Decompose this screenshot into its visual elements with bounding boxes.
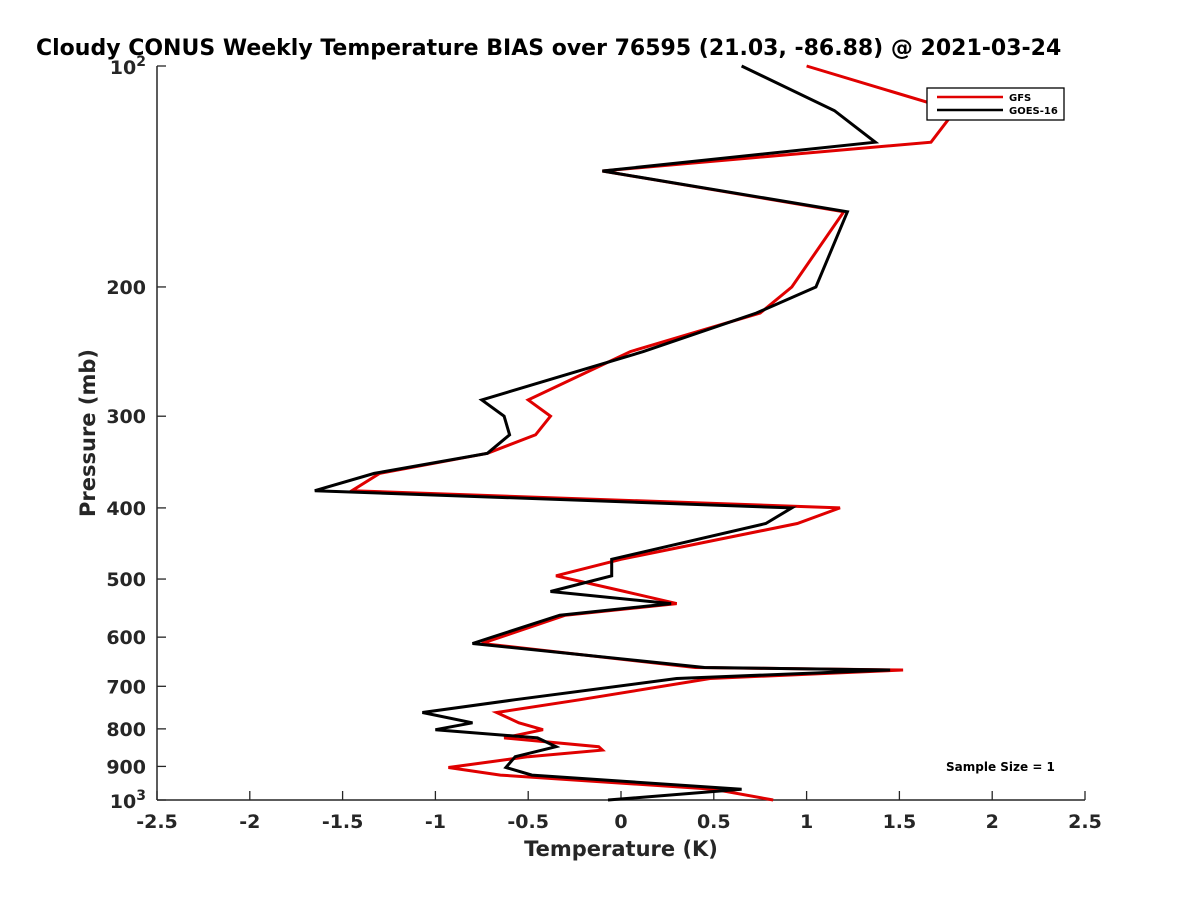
x-tick-label: 2: [986, 811, 999, 833]
y-tick-label: 700: [106, 676, 146, 698]
axes: [156, 65, 1086, 801]
x-tick-label: -0.5: [507, 811, 549, 833]
x-tick-label: -2: [239, 811, 260, 833]
y-tick-label: 102: [110, 54, 146, 79]
x-tick-label: 1.5: [883, 811, 917, 833]
legend: GFS GOES-16: [926, 87, 1065, 121]
y-tick-label: 600: [106, 627, 146, 649]
x-axis-label: Temperature (K): [524, 837, 718, 861]
x-tick-labels: -2.5 -2 -1.5 -1 -0.5 0 0.5 1 1.5 2 2.5: [136, 811, 1102, 833]
legend-label-goes-16: GOES-16: [1009, 106, 1058, 117]
x-tick-label: 0.5: [697, 811, 731, 833]
y-tick-label: 800: [106, 719, 146, 741]
x-tick-label: -2.5: [136, 811, 178, 833]
chart-title: Cloudy CONUS Weekly Temperature BIAS ove…: [36, 36, 1061, 61]
y-tick-label: 400: [106, 498, 146, 520]
y-tick-label: 900: [106, 756, 146, 778]
x-tick-label: 0: [614, 811, 627, 833]
y-tick-label: 103: [110, 788, 146, 813]
sample-size-annotation: Sample Size = 1: [946, 760, 1055, 774]
legend-label-gfs: GFS: [1009, 93, 1031, 104]
x-tick-label: -1.5: [322, 811, 364, 833]
y-tick-label: 500: [106, 569, 146, 591]
x-tick-label: 2.5: [1068, 811, 1102, 833]
series-line-goes-16: [314, 64, 891, 802]
x-tick-label: -1: [425, 811, 446, 833]
y-axis-label: Pressure (mb): [76, 349, 100, 517]
series-line-gfs: [346, 64, 958, 802]
y-tick-label: 300: [106, 406, 146, 428]
y-tick-labels: 200 300 400 500 600 700 800 900 102 103: [106, 54, 146, 813]
y-tick-label: 200: [106, 277, 146, 299]
x-tick-label: 1: [800, 811, 813, 833]
legend-box: [926, 87, 1065, 121]
series-lines: [314, 64, 958, 802]
